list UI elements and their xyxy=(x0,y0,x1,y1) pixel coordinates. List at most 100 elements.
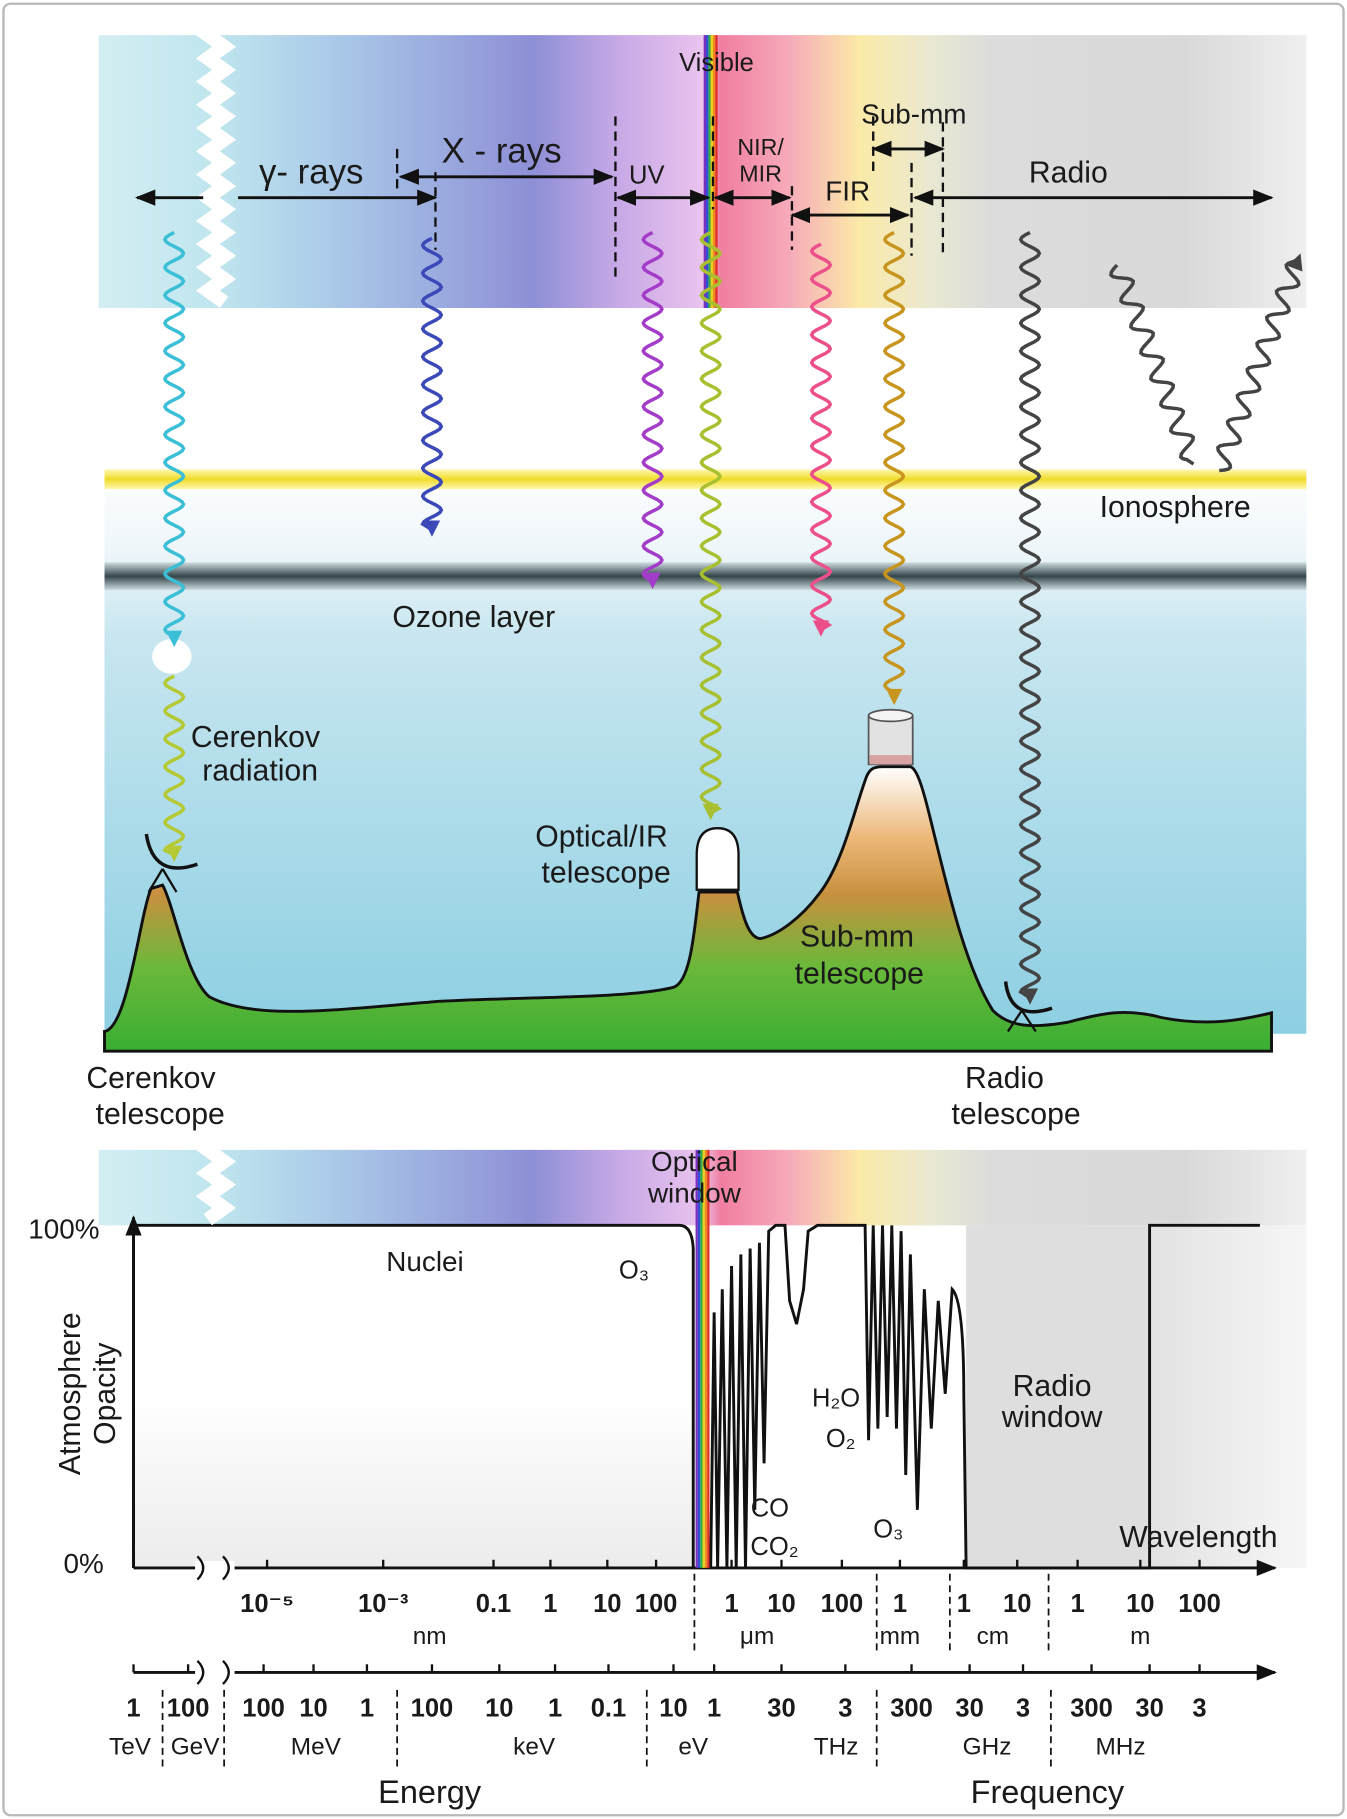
label: telescope xyxy=(951,1098,1080,1131)
photon xyxy=(162,674,186,857)
tick-label: 1 xyxy=(957,1590,971,1618)
visible-stripe xyxy=(712,35,716,308)
window-label: window xyxy=(1001,1401,1103,1434)
band-label: γ- rays xyxy=(259,153,364,192)
tick-label: 10 xyxy=(659,1694,687,1722)
layer-label: Ionosphere xyxy=(1100,491,1251,524)
visible-stripe xyxy=(708,35,711,308)
absorber-label: O₃ xyxy=(873,1515,903,1543)
absorber-label: CO xyxy=(751,1495,789,1523)
tick-label: 0.1 xyxy=(476,1590,512,1618)
axis-gap xyxy=(195,1560,235,1575)
cerenkov-mount xyxy=(147,868,178,893)
unit-label: MeV xyxy=(291,1733,342,1760)
tick-label: 1 xyxy=(707,1694,721,1722)
tick-label: 10⁻³ xyxy=(358,1590,408,1618)
tick-label: 3 xyxy=(1192,1694,1206,1722)
photon-head xyxy=(1287,253,1303,272)
unit-label: GeV xyxy=(171,1733,221,1760)
label: Radio xyxy=(965,1062,1044,1095)
tick-label: 10 xyxy=(767,1590,795,1618)
band-label: Radio xyxy=(1029,156,1108,189)
window-label: window xyxy=(647,1178,742,1209)
label: Cerenkov xyxy=(86,1062,215,1095)
visible-stripe xyxy=(697,1149,701,1568)
unit-label: THz xyxy=(814,1733,859,1760)
unit-label: cm xyxy=(977,1623,1009,1650)
tick-label: 1 xyxy=(360,1694,374,1722)
photon xyxy=(420,236,444,532)
radio-shade xyxy=(1149,1225,1307,1568)
unit-label: eV xyxy=(678,1733,709,1760)
tick-label: 10 xyxy=(299,1694,327,1722)
photon-head xyxy=(886,688,903,706)
unit-label: nm xyxy=(413,1623,447,1650)
band-label: X - rays xyxy=(442,132,562,171)
label: Sub-mm xyxy=(800,920,914,953)
photon xyxy=(641,230,664,584)
axis-break xyxy=(186,1142,237,1226)
photon-head xyxy=(1021,988,1039,1005)
absorber-label: O₂ xyxy=(826,1425,856,1453)
unit-label: TeV xyxy=(109,1733,152,1760)
tick-label: 300 xyxy=(890,1694,933,1722)
unit-label: MHz xyxy=(1096,1733,1146,1760)
ionosphere-band xyxy=(104,469,1307,490)
y-tick-label: 100% xyxy=(28,1214,99,1245)
visible-stripe xyxy=(702,1149,705,1568)
tick-label: 1 xyxy=(724,1590,738,1618)
unit-label: mm xyxy=(880,1623,921,1650)
tick-label: 1 xyxy=(126,1694,140,1722)
axis-break-mark xyxy=(196,1555,205,1581)
tick-label: 300 xyxy=(1070,1694,1113,1722)
visible-stripe xyxy=(710,35,713,308)
axis-break-mark xyxy=(222,1659,230,1685)
photon-head xyxy=(166,845,183,862)
photon-head xyxy=(702,803,719,821)
photon-head xyxy=(644,572,661,590)
submm-base xyxy=(869,755,912,765)
absorber-label: H₂O xyxy=(812,1384,860,1412)
absorber-label: O₃ xyxy=(619,1257,649,1285)
visible-stripe xyxy=(706,35,709,308)
tick-label: 3 xyxy=(1016,1694,1030,1722)
optical-dome xyxy=(695,827,740,891)
plot-shade xyxy=(133,1393,694,1568)
visible-stripe xyxy=(704,1149,708,1568)
axis-break xyxy=(186,28,237,308)
tick-label: 30 xyxy=(767,1694,795,1722)
shower xyxy=(152,638,192,674)
photon xyxy=(699,230,722,815)
cerenkov-dish xyxy=(144,833,198,870)
band-label: Sub-mm xyxy=(861,99,966,130)
spectrum-band xyxy=(98,35,1307,308)
tick-label: 10 xyxy=(593,1590,621,1618)
axis-title: Energy xyxy=(378,1774,482,1810)
axis-gap xyxy=(195,1665,235,1680)
photon xyxy=(162,230,186,642)
band-label: Visible xyxy=(679,49,754,77)
tick-label: 100 xyxy=(821,1590,864,1618)
absorber-label: Nuclei xyxy=(386,1246,463,1277)
tick-label: 3 xyxy=(838,1694,852,1722)
axis-break-mark xyxy=(222,1555,230,1581)
tick-label: 1 xyxy=(543,1590,557,1618)
tick-label: 100 xyxy=(635,1590,678,1618)
axis-break-mark xyxy=(196,1659,205,1685)
tick-label: 100 xyxy=(411,1694,454,1722)
window-label: Optical xyxy=(651,1146,738,1177)
axis-title: Frequency xyxy=(971,1774,1125,1810)
unit-label: keV xyxy=(513,1733,556,1760)
axis-title: Wavelength xyxy=(1119,1521,1277,1554)
submm-top xyxy=(867,708,914,723)
tick-label: 10 xyxy=(1003,1590,1031,1618)
layer-label: Ozone layer xyxy=(392,601,555,634)
tick-label: 100 xyxy=(1178,1590,1221,1618)
label: Optical/IR xyxy=(535,821,668,854)
tick-label: 30 xyxy=(955,1694,983,1722)
radio-dish xyxy=(1003,981,1053,1014)
band-label: NIR/ xyxy=(737,134,784,160)
y-axis-label: Opacity xyxy=(89,1342,122,1445)
radio-mount xyxy=(1006,1009,1037,1033)
band-label: MIR xyxy=(739,161,782,187)
